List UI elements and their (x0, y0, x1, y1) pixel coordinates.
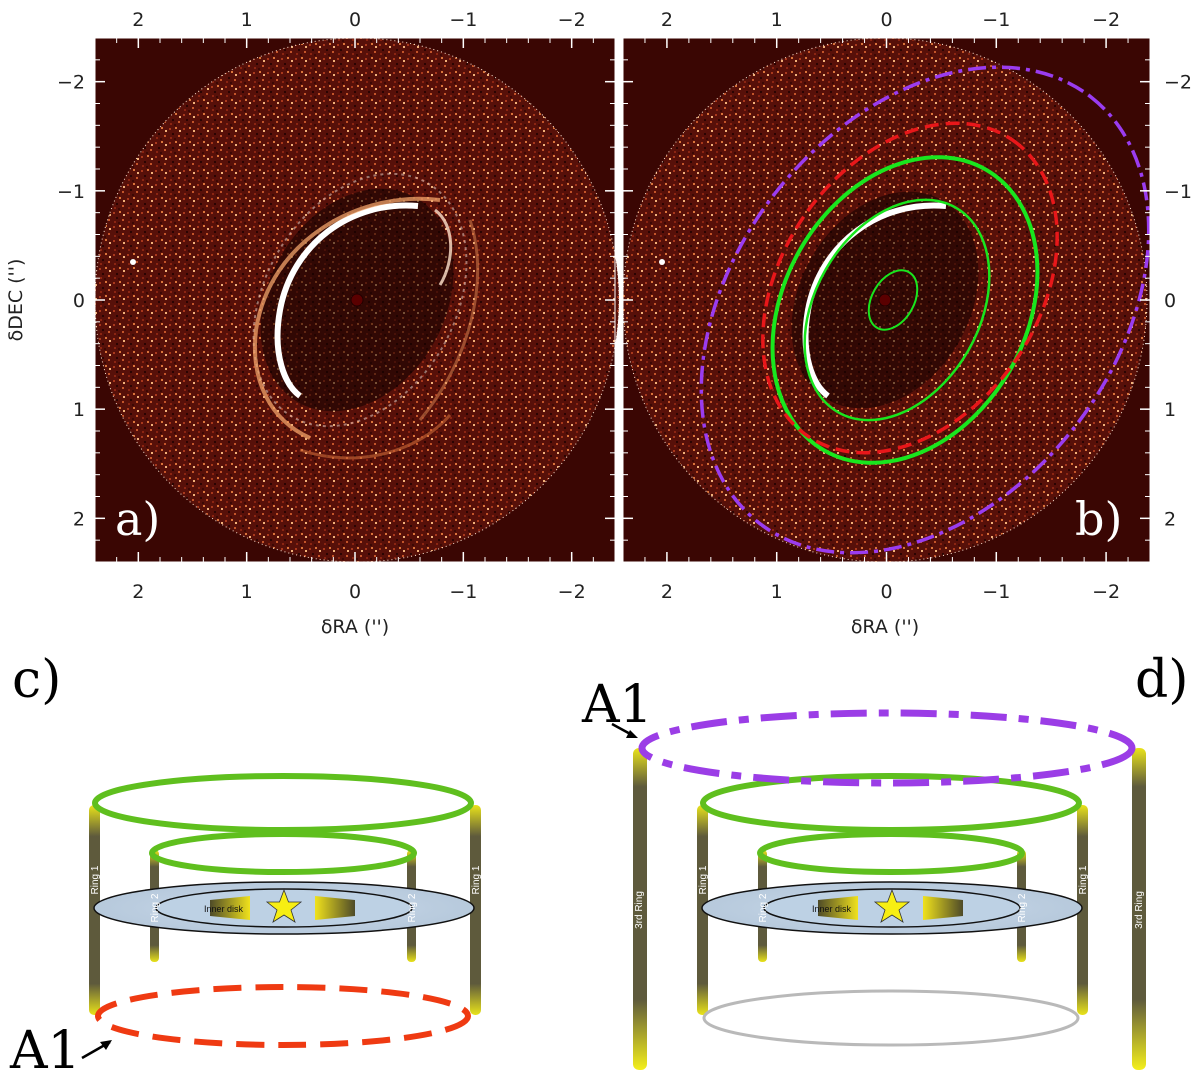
panel-a-image: a) (94, 37, 620, 563)
panel-d-ring3-left-label: 3rd Ring (634, 891, 645, 929)
panel-b-background-source (659, 259, 665, 265)
panel-c-star-icon (265, 888, 303, 923)
panel-d-ring2-right-label: Ring 2 (1017, 893, 1028, 922)
panel-b-y-tick-label-right: −2 (1164, 72, 1192, 94)
panel-b-x-tick-label-top: −1 (982, 9, 1010, 31)
panel-b-x-tick-label-top: 1 (771, 9, 783, 31)
panel-a-outer-arc (253, 196, 441, 440)
panel-d-gray-bottom-ring (702, 989, 1080, 1047)
panel-a-bright-arc (274, 202, 419, 399)
panel-a-lower-arc (299, 414, 452, 460)
panel-d-a1-label: A1 (581, 675, 653, 735)
panel-d-ring1-right-post (1077, 805, 1088, 1015)
panel-d-right-wedge (923, 896, 963, 920)
panel-c-ring1-right-label: Ring 1 (471, 865, 482, 894)
panel-d-left-wedge (818, 896, 858, 920)
panel-d-inner-disk-label: Inner disk (812, 904, 852, 914)
panel-c-left-wedge (210, 896, 250, 920)
panel-d-ring3-left-post (633, 748, 647, 1070)
panel-b-image: b) (622, 37, 1151, 563)
panel-b-label: b) (1075, 492, 1122, 546)
panel-c-inner-disk-label: Inner disk (204, 904, 244, 914)
panel-a-label: a) (115, 492, 160, 546)
panel-a-arc-tip (434, 208, 453, 286)
panel-c-ring2-green (149, 831, 417, 875)
panel-c-ring2-right-label: Ring 2 (407, 893, 418, 922)
panel-c-label: c) (12, 650, 61, 710)
panel-c-right-wedge (315, 896, 355, 920)
panel-a-y-tick-label-left: −2 (57, 72, 85, 94)
panel-d-schematic: d) Inner disk 3rd Ring 3rd Ring Ring 1 R… (581, 650, 1189, 1070)
panel-d-ring1-right-label: Ring 1 (1078, 865, 1089, 894)
panel-a-x-axis-label: δRA ('') (321, 616, 389, 638)
panel-b-x-tick-label-top: −2 (1092, 9, 1120, 31)
panel-a-outer-arc-right (418, 219, 480, 421)
panel-b-x-tick-label-bottom: −1 (982, 581, 1010, 603)
panel-a-x-tick-label-bottom: −2 (558, 581, 586, 603)
panel-a-x-tick-label-top: 1 (241, 9, 253, 31)
panel-b-x-tick-label-bottom: 0 (880, 581, 892, 603)
panel-c-red-dashed-ring (95, 984, 471, 1048)
panel-b-y-tick-label-right: 2 (1164, 508, 1176, 530)
panel-a-x-tick-label-bottom: 1 (241, 581, 253, 603)
panel-a-y-tick-label-left: −1 (57, 181, 85, 203)
panel-a-x-tick-label-bottom: 0 (349, 581, 361, 603)
panel-c-ring2-left-label: Ring 2 (150, 893, 161, 922)
panel-a-background-source (130, 259, 136, 265)
panel-a-y-tick-label-left: 1 (73, 399, 85, 421)
panel-d-ring2-left-label: Ring 2 (758, 893, 769, 922)
panel-b-x-tick-label-bottom: 2 (661, 581, 673, 603)
panel-b-bright-arc (802, 202, 947, 399)
panel-d-ring1-green (700, 773, 1082, 833)
panel-b-y-tick-label-right: −1 (1164, 181, 1192, 203)
panel-b-ring2-green-ellipse (803, 198, 991, 422)
panel-a-inner-speckle (252, 172, 468, 428)
panel-b-x-tick-label-top: 0 (880, 9, 892, 31)
panel-a-axes: 2 2 1 1 0 0 −1 −1 −2 −2 2 1 0 −1 −2 (57, 9, 616, 603)
panel-a-y-tick-label-left: 0 (73, 290, 85, 312)
panel-b-x-tick-label-top: 2 (661, 9, 673, 31)
panel-d-a1-arrowhead (626, 730, 638, 738)
panel-a-x-tick-label-top: 0 (349, 9, 361, 31)
panel-c-ring1-green (92, 773, 474, 833)
panel-b-x-tick-label-bottom: −2 (1092, 581, 1120, 603)
panel-b-y-tick-label-right: 1 (1164, 399, 1176, 421)
panel-a-x-tick-label-bottom: 2 (132, 581, 144, 603)
panel-c-a1-label: A1 (9, 1021, 81, 1081)
panel-d-ring1-left-label: Ring 1 (698, 865, 709, 894)
panel-b-purple-dashdot-ellipse (699, 65, 1151, 555)
panel-d-ring2-green (757, 831, 1025, 875)
panel-c-schematic: c) Inner disk Ring 1 Ring 1 Ring 2 Ring … (9, 650, 482, 1081)
panel-b-central-star (878, 293, 892, 307)
panel-a-x-tick-label-top: −1 (449, 9, 477, 31)
panel-a-mask-edge (94, 37, 620, 563)
panel-b-axes: 2 2 1 1 0 0 −1 −1 −2 −2 2 1 0 −1 −2 (622, 9, 1192, 603)
y-axis-label: δDEC ('') (5, 259, 27, 342)
panel-b-red-dashed-ellipse (761, 121, 1059, 455)
panel-c-a1-arrowhead (100, 1040, 112, 1050)
panel-a-x-tick-label-top: 2 (132, 9, 144, 31)
panel-d-star-icon (873, 888, 911, 923)
panel-d-purple-dashdot-ring (638, 709, 1136, 787)
panel-c-ring1-right-post (470, 805, 481, 1015)
panel-c-ring1-left-label: Ring 1 (90, 865, 101, 894)
panel-a-y-tick-label-left: 2 (73, 508, 85, 530)
panel-b-inner-green-ellipse (867, 269, 919, 331)
panel-d-label: d) (1135, 650, 1189, 710)
panel-a-x-tick-label-bottom: −1 (449, 581, 477, 603)
panel-b-x-axis-label: δRA ('') (851, 616, 919, 638)
panel-a-x-tick-label-top: −2 (558, 9, 586, 31)
panel-b-x-tick-label-bottom: 1 (771, 581, 783, 603)
panel-a-central-star (350, 293, 364, 307)
panel-d-ring3-right-post (1132, 748, 1146, 1070)
panel-b-y-tick-label-right: 0 (1164, 290, 1176, 312)
panel-d-ring3-right-label: 3rd Ring (1134, 891, 1145, 929)
